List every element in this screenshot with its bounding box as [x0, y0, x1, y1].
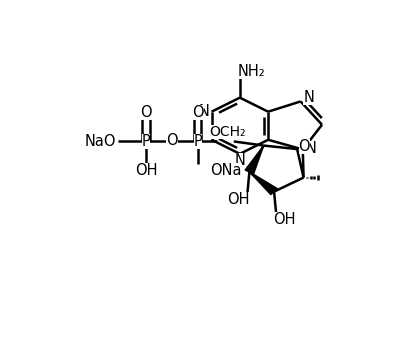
Text: OCH₂: OCH₂	[209, 125, 246, 139]
Text: N: N	[303, 90, 314, 106]
Text: OH: OH	[274, 212, 296, 227]
Text: NaO: NaO	[85, 134, 116, 149]
Text: N: N	[235, 152, 246, 168]
Polygon shape	[245, 146, 264, 174]
Text: O: O	[298, 139, 310, 154]
Text: O: O	[166, 133, 178, 148]
Text: O: O	[192, 105, 204, 120]
Polygon shape	[250, 172, 277, 195]
Text: ONa: ONa	[210, 163, 241, 178]
Text: OH: OH	[135, 163, 157, 178]
Text: NH₂: NH₂	[238, 64, 266, 79]
Text: N: N	[306, 141, 317, 156]
Text: N: N	[199, 104, 210, 119]
Text: P: P	[194, 134, 202, 149]
Text: OH: OH	[227, 192, 250, 207]
Text: O: O	[140, 105, 152, 120]
Text: P: P	[142, 134, 150, 149]
